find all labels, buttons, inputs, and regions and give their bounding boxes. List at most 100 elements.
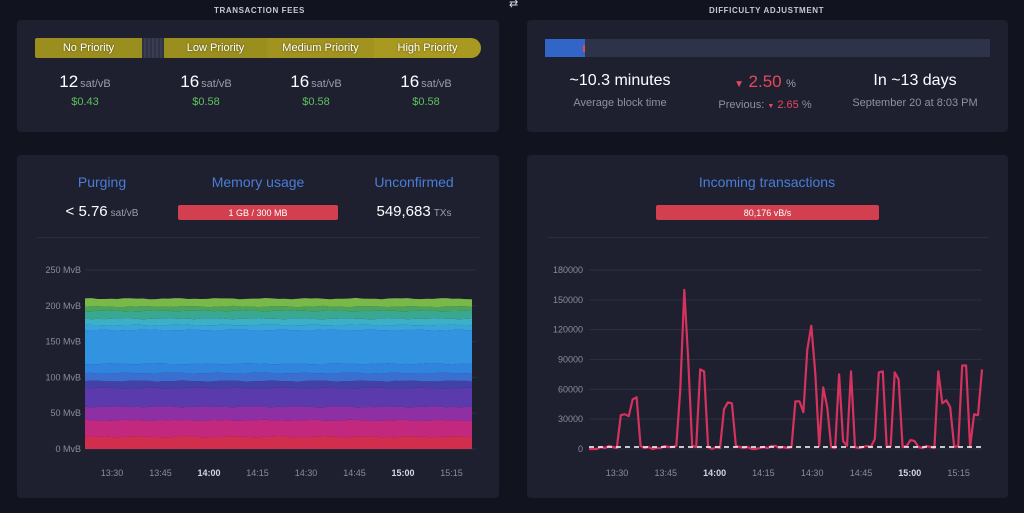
fee-usd: $0.43 (71, 96, 99, 108)
y-tick-label: 120000 (553, 325, 583, 335)
unconfirmed-label: Unconfirmed (374, 174, 454, 190)
purging-value: < 5.76 (65, 203, 108, 220)
segment-label: Medium Priority (282, 42, 359, 54)
area-series-8 (85, 324, 472, 331)
x-tick-label: 13:30 (606, 468, 629, 478)
x-tick-label: 14:00 (703, 468, 726, 478)
purging-value-wrap: < 5.76 sat/vB (42, 203, 162, 220)
incoming-divider (547, 237, 989, 238)
segment-high-priority[interactable]: High Priority (374, 38, 481, 58)
difficulty-change-unit: % (786, 78, 796, 90)
y-tick-label: 90000 (558, 355, 583, 365)
area-series-7 (85, 329, 472, 365)
eta-value: In ~13 days (873, 72, 957, 89)
mempool-divider (37, 237, 479, 238)
incoming-series-line (589, 288, 984, 451)
fee-rate: 12 (59, 72, 79, 91)
unconfirmed-value-wrap: 549,683 TXs (354, 203, 474, 220)
incoming-label: Incoming transactions (698, 174, 836, 190)
memory-usage-bar: 1 GB / 300 MB (178, 205, 338, 220)
difficulty-change-block: ▼ 2.50 % Previous: ▼ 2.65 % (695, 72, 835, 111)
previous-label: Previous: (718, 99, 765, 111)
block-time-value: ~10.3 minutes (569, 72, 671, 89)
area-series-12 (85, 297, 472, 308)
x-tick-label: 14:30 (295, 468, 318, 478)
caret-down-icon: ▼ (767, 103, 775, 110)
transaction-fees-title: TRANSACTION FEES (214, 6, 305, 15)
area-series-9 (85, 318, 472, 326)
y-tick-label: 60000 (558, 384, 583, 394)
x-tick-label: 15:15 (440, 468, 463, 478)
segment-label: Low Priority (186, 42, 245, 54)
area-series-11 (85, 305, 472, 312)
fee-usd: $0.58 (412, 96, 440, 108)
x-tick-label: 15:00 (391, 468, 414, 478)
x-tick-label: 13:45 (655, 468, 678, 478)
fee-rate: 16 (400, 72, 420, 91)
x-tick-label: 14:15 (246, 468, 269, 478)
fee-usd: $0.58 (302, 96, 330, 108)
fee-unit: sat/vB (421, 78, 452, 90)
area-series-6 (85, 363, 472, 374)
x-tick-label: 14:45 (850, 468, 873, 478)
y-tick-label: 100 MvB (45, 372, 81, 382)
previous-unit: % (801, 99, 812, 111)
block-time-label: Average block time (573, 97, 667, 109)
fee-rate: 16 (180, 72, 200, 91)
mempool-size-chart[interactable]: 0 MvB 50 MvB 100 MvB 150 MvB 200 MvB 250 MvB 1… (17, 255, 499, 490)
y-tick-label: 250 MvB (45, 265, 81, 275)
y-tick-label: 50 MvB (50, 408, 81, 418)
unconfirmed-unit: TXs (433, 208, 452, 219)
y-tick-label: 150 MvB (45, 337, 81, 347)
difficulty-title: DIFFICULTY ADJUSTMENT (709, 6, 825, 15)
fee-unit: sat/vB (311, 78, 342, 90)
area-series-2 (85, 406, 472, 422)
y-tick-label: 30000 (558, 414, 583, 424)
segment-low-priority[interactable]: Low Priority (164, 38, 267, 58)
memory-usage-label: Memory usage (211, 174, 305, 190)
x-tick-label: 14:00 (197, 468, 220, 478)
area-series-1 (85, 419, 472, 438)
gap-stripes (142, 38, 164, 58)
difficulty-eta-block: In ~13 days September 20 at 8:03 PM (835, 72, 995, 109)
segment-medium-priority[interactable]: Medium Priority (267, 38, 374, 58)
area-series-4 (85, 380, 472, 389)
fee-column-low-priority: 16 sat/vB $0.58 (156, 72, 256, 108)
y-tick-label: 200 MvB (45, 301, 81, 311)
purging-unit: sat/vB (110, 208, 139, 219)
segment-no-priority[interactable]: No Priority (35, 38, 142, 58)
segment-label: High Priority (397, 42, 458, 54)
x-tick-label: 15:15 (947, 468, 970, 478)
x-tick-label: 13:45 (149, 468, 172, 478)
x-tick-label: 14:30 (801, 468, 824, 478)
fee-rate: 16 (290, 72, 310, 91)
block-time-block: ~10.3 minutes Average block time (545, 72, 695, 109)
area-series-3 (85, 387, 472, 408)
difficulty-card (527, 20, 1008, 132)
caret-down-icon: ▼ (734, 79, 745, 90)
unconfirmed-value: 549,683 (376, 203, 431, 220)
x-tick-label: 13:30 (101, 468, 124, 478)
fee-column-high-priority: 16 sat/vB $0.58 (376, 72, 476, 108)
segment-label: No Priority (62, 42, 115, 54)
fee-unit: sat/vB (201, 78, 232, 90)
difficulty-progress-track (545, 39, 990, 57)
incoming-rate-bar: 80,176 vB/s (656, 205, 879, 220)
purging-label: Purging (77, 174, 127, 190)
x-tick-label: 15:00 (898, 468, 921, 478)
incoming-transactions-chart[interactable]: 0 30000 60000 90000 120000 150000 180000 13:30 1… (527, 255, 1008, 490)
area-series-0 (85, 436, 472, 449)
fee-column-no-priority: 12 sat/vB $0.43 (35, 72, 135, 108)
y-tick-label: 180000 (553, 265, 583, 275)
y-tick-label: 150000 (553, 295, 583, 305)
swap-icon[interactable]: ⇄ (509, 0, 519, 10)
previous-value: 2.65 (777, 99, 799, 111)
area-series-10 (85, 310, 472, 320)
fee-priority-bar: No Priority Low Priority Medium Priority… (35, 38, 481, 58)
area-series-5 (85, 372, 472, 382)
fee-unit: sat/vB (80, 78, 111, 90)
fee-column-medium-priority: 16 sat/vB $0.58 (266, 72, 366, 108)
difficulty-progress-marker (583, 45, 586, 52)
y-tick-label: 0 (578, 444, 583, 454)
difficulty-change-value: 2.50 (748, 72, 782, 91)
